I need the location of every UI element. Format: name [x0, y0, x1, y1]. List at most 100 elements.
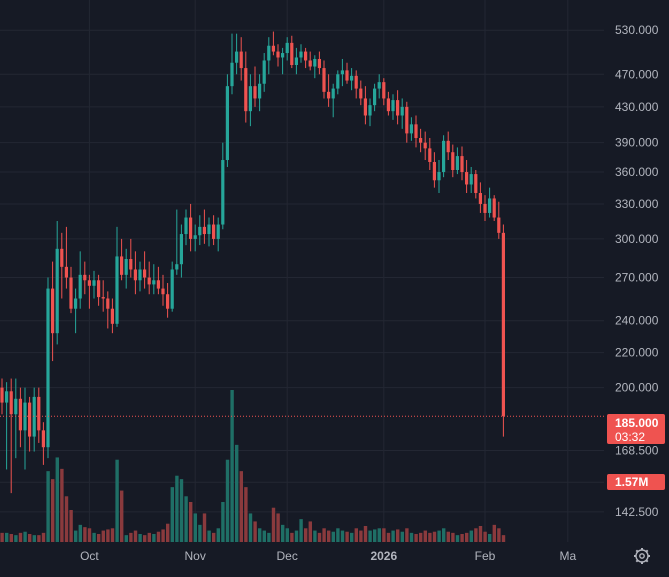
- volume-bar: [405, 528, 409, 542]
- candle-body: [405, 106, 409, 134]
- candle-body: [285, 42, 289, 54]
- grid-layer: [0, 0, 604, 542]
- volume-bar: [345, 531, 349, 542]
- volume-bar: [446, 531, 450, 542]
- candle-body: [106, 298, 110, 309]
- candle-body: [5, 391, 9, 403]
- volume-bar: [124, 535, 128, 542]
- volume-bar: [147, 532, 151, 542]
- candle-body: [235, 51, 239, 63]
- volume-bar: [225, 459, 230, 542]
- candle-body: [92, 280, 96, 286]
- volume-bar: [317, 532, 322, 542]
- volume-bar: [465, 532, 469, 542]
- volume-bar: [294, 530, 299, 542]
- volume-bar: [437, 530, 441, 542]
- y-tick-label: 220.000: [615, 346, 659, 360]
- volume-bar: [258, 528, 262, 542]
- candle-body: [202, 226, 206, 235]
- last-price-value: 185.000: [615, 416, 659, 430]
- volume-bar: [87, 528, 92, 542]
- candle-body: [304, 51, 308, 61]
- y-tick-label: 530.000: [615, 23, 659, 37]
- y-tick-label: 430.000: [615, 100, 659, 114]
- candle-body: [432, 161, 436, 181]
- candle-body: [41, 430, 45, 448]
- candle-body: [281, 53, 285, 58]
- volume-bar: [432, 531, 437, 542]
- candle-body: [386, 98, 390, 112]
- candle-body: [354, 75, 358, 89]
- candle-body: [161, 288, 165, 295]
- x-tick-label: Ma: [559, 549, 576, 563]
- volume-bar: [55, 457, 59, 542]
- volume-bar: [92, 532, 96, 542]
- candle-body: [469, 174, 473, 185]
- volume-bar: [276, 513, 280, 542]
- volume-bar: [106, 529, 110, 542]
- volume-bar: [202, 513, 207, 542]
- volume-bar: [262, 530, 266, 542]
- volume-bar: [138, 534, 142, 542]
- volume-bar: [18, 532, 23, 542]
- candle-body: [377, 82, 381, 89]
- candle-body: [340, 70, 344, 75]
- last-price-badge-bg: [607, 414, 665, 444]
- candle-body: [51, 288, 55, 334]
- volume-bar: [285, 528, 289, 542]
- volume-bar: [373, 529, 377, 542]
- candle-body: [423, 142, 427, 149]
- candle-body: [74, 298, 78, 309]
- volume-bar: [28, 534, 32, 542]
- volume-bar: [497, 528, 501, 542]
- candle-body: [363, 98, 367, 116]
- volume-bar: [189, 502, 193, 542]
- gear-icon[interactable]: [634, 548, 650, 564]
- y-tick-label: 240.000: [615, 314, 659, 328]
- candle-body: [189, 217, 193, 239]
- volume-bar: [391, 530, 395, 542]
- candle-body: [129, 259, 133, 270]
- bar-countdown: 03:32: [615, 430, 645, 444]
- volume-bar: [184, 496, 188, 542]
- candle-body: [152, 280, 156, 285]
- volume-bar: [322, 528, 326, 542]
- volume-bar: [267, 532, 271, 542]
- volume-bar: [271, 507, 276, 542]
- candle-body: [120, 256, 124, 275]
- volume-bar: [221, 502, 225, 542]
- volume-bar: [350, 532, 354, 542]
- volume-bar: [115, 459, 119, 542]
- volume-bar: [478, 526, 483, 542]
- volume-bar: [37, 535, 41, 542]
- volume-bar: [156, 531, 161, 542]
- volume-bar: [244, 487, 248, 542]
- volume-bar: [488, 534, 492, 542]
- candle-body: [179, 234, 183, 265]
- last-price-badge: 185.000 03:32: [607, 414, 665, 444]
- candle-body: [64, 266, 68, 278]
- candle-body: [294, 57, 298, 66]
- candle-body: [225, 86, 229, 161]
- volume-bar: [143, 535, 147, 542]
- candle-body: [497, 217, 501, 233]
- time-axis[interactable]: Oct Nov Dec 2026 Feb Ma: [80, 549, 576, 563]
- volume-bar: [212, 532, 216, 542]
- y-tick-label: 300.000: [615, 232, 659, 246]
- volume-bar: [308, 521, 312, 542]
- volume-bar: [69, 510, 73, 542]
- candle-body: [382, 82, 386, 99]
- candle-body: [87, 280, 91, 286]
- volume-bar: [41, 532, 46, 542]
- candle-body: [216, 224, 220, 239]
- volume-bar: [166, 523, 170, 542]
- candle-body: [124, 259, 128, 275]
- volume-bar: [386, 532, 391, 542]
- volume-bar: [442, 528, 446, 542]
- volume-bar: [101, 530, 105, 542]
- volume-bar: [46, 471, 50, 542]
- candle-body: [455, 156, 459, 171]
